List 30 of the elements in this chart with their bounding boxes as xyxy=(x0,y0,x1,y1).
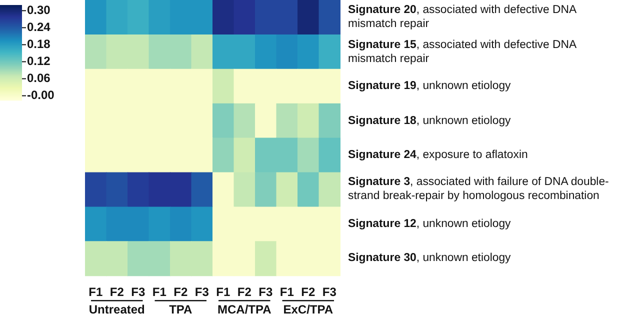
x-tick-label: F2 xyxy=(237,285,252,300)
text: Untreated xyxy=(88,302,145,316)
y-tick-label: Signature 15, associated with defective DNA mismatch repair xyxy=(348,38,578,66)
x-tick-label: F1 xyxy=(152,285,167,300)
x-tick-label: F2 xyxy=(301,285,316,300)
text: MCA/TPA xyxy=(217,302,272,316)
color-bar-label: 0.06 xyxy=(27,71,51,86)
y-tick-label: Signature 19, unknown etiology xyxy=(348,79,512,94)
y-tick-label: Signature 3, associated with failure of DNA double-strand break-repair by homologous recombination xyxy=(348,175,610,204)
color-bar-label: 0.18 xyxy=(27,37,51,52)
x-tick-label: F3 xyxy=(131,285,146,300)
y-tick-label: Signature 20, associated with defective DNA mismatch repair xyxy=(348,3,578,32)
x-tick-label: F2 xyxy=(174,285,188,300)
x-tick-label: F1 xyxy=(216,285,230,300)
x-tick-label: F2 xyxy=(110,285,124,300)
color-bar-label: 0.24 xyxy=(27,20,51,34)
y-tick-label: Signature 30, unknown etiology xyxy=(348,251,512,266)
text: ExC/TPA xyxy=(283,302,334,316)
color-bar-label: 0.12 xyxy=(27,54,51,68)
y-tick-label: Signature 24, exposure to aflatoxin xyxy=(348,148,529,162)
x-tick-label: F1 xyxy=(88,285,103,300)
x-tick-label: F3 xyxy=(194,285,210,300)
y-tick-label: Signature 18, unknown etiology xyxy=(348,114,512,128)
x-tick-label: F3 xyxy=(258,285,273,300)
text: TPA xyxy=(169,302,193,316)
x-tick-label: F3 xyxy=(322,285,337,300)
x-tick-label: F1 xyxy=(280,285,294,300)
color-bar-label: -0.00 xyxy=(27,88,55,102)
color-bar-label: 0.30 xyxy=(27,2,51,17)
y-tick-label: Signature 12, unknown etiology xyxy=(348,216,512,231)
